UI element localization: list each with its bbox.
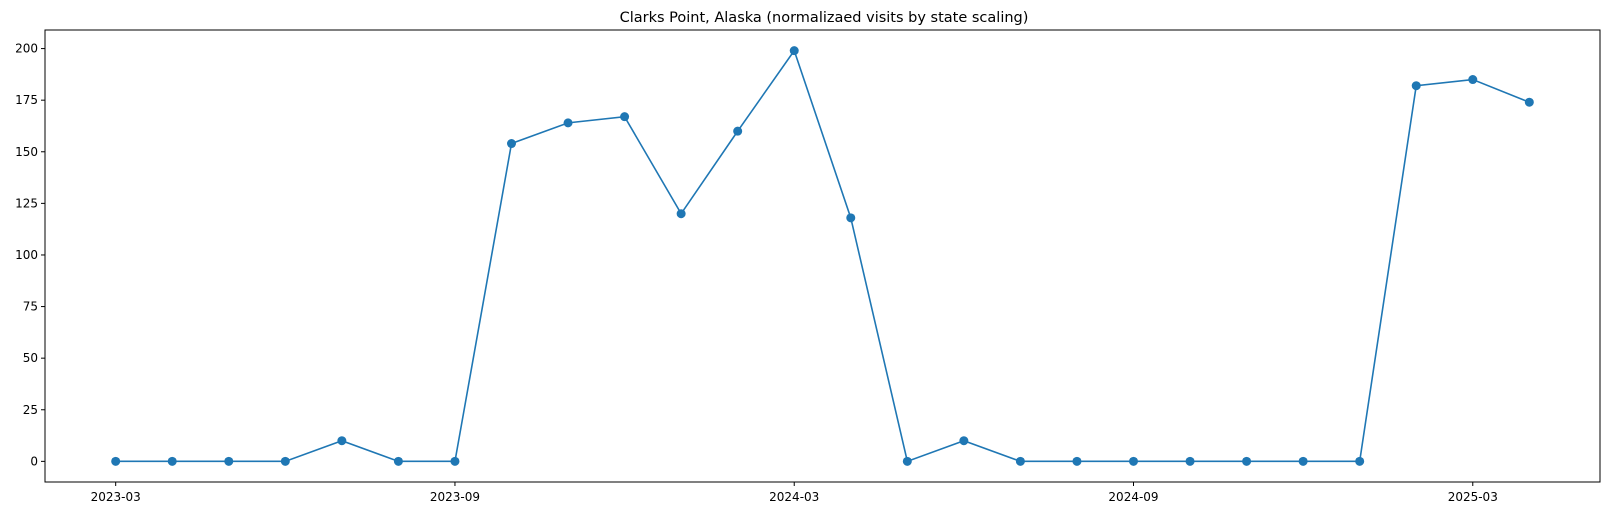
data-point: [280, 456, 290, 466]
data-point: [1185, 456, 1195, 466]
y-tick-label: 0: [30, 454, 38, 468]
x-tick-label: 2023-03: [91, 490, 141, 504]
y-tick-label: 25: [23, 403, 38, 417]
data-point: [733, 126, 743, 136]
series-layer: [111, 46, 1534, 466]
data-point: [1468, 75, 1478, 85]
data-point: [1129, 456, 1138, 466]
data-point: [789, 46, 799, 56]
x-axis: 2023-03 2023-09 2024-03 2024-09 2025-03: [91, 482, 1498, 504]
data-point: [620, 112, 630, 122]
x-tick-label: 2025-03: [1448, 490, 1498, 504]
chart-title: Clarks Point, Alaska (normalizaed visits…: [620, 10, 1029, 26]
x-tick-label: 2024-09: [1108, 490, 1158, 504]
y-axis: 0 25 50 75 100 125 150 175 200: [15, 42, 45, 468]
data-point: [959, 436, 969, 446]
data-point: [111, 456, 121, 466]
data-point: [676, 209, 686, 219]
data-point: [507, 139, 516, 149]
data-point: [846, 213, 856, 223]
data-point: [167, 456, 177, 466]
y-tick-label: 100: [15, 248, 38, 262]
data-point: [337, 436, 347, 446]
data-point: [393, 456, 403, 466]
data-point: [1355, 456, 1365, 466]
data-point: [902, 456, 912, 466]
y-tick-label: 200: [15, 42, 38, 56]
data-point: [1411, 81, 1421, 91]
x-tick-label: 2024-03: [769, 490, 819, 504]
x-tick-label: 2023-09: [430, 490, 480, 504]
y-tick-label: 150: [15, 145, 38, 159]
data-point: [450, 456, 460, 466]
y-tick-label: 175: [15, 93, 38, 107]
plot-area-frame: [44, 29, 1601, 483]
data-point: [563, 118, 573, 128]
data-point: [1524, 97, 1534, 107]
y-tick-label: 75: [23, 300, 38, 314]
y-tick-label: 125: [15, 196, 38, 210]
data-point: [224, 456, 234, 466]
series-line: [115, 48, 1530, 463]
data-point: [1015, 456, 1025, 466]
data-point: [1072, 456, 1082, 466]
y-tick-label: 50: [23, 351, 38, 365]
data-point: [1242, 456, 1252, 466]
data-point: [1298, 456, 1308, 466]
